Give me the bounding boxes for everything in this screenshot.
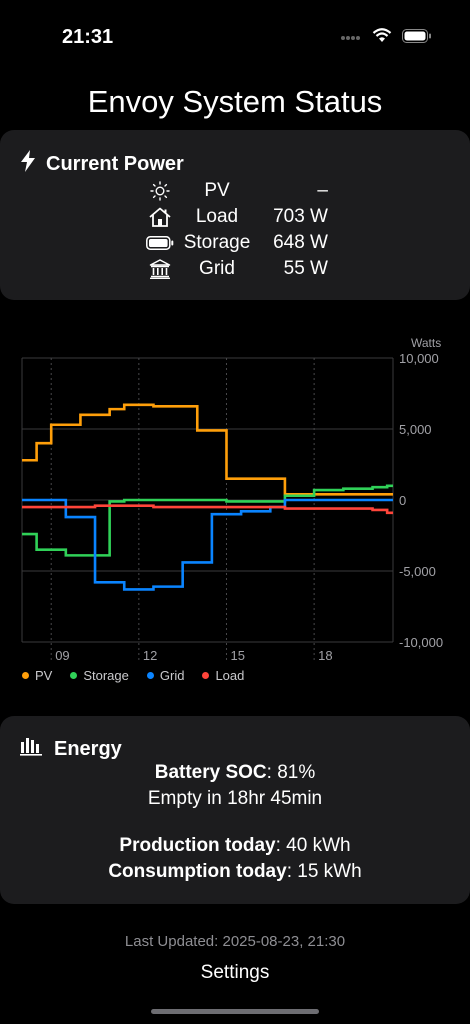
consumption-value: : 15 kWh bbox=[286, 861, 362, 882]
x-tick-label: 12 bbox=[143, 648, 157, 660]
power-row-load: Load 703 W bbox=[144, 204, 344, 230]
production-today: Production today: 40 kWh bbox=[0, 835, 470, 857]
power-value-load: 703 W bbox=[273, 206, 328, 227]
power-value-pv: – bbox=[317, 180, 328, 201]
y-tick-label: 5,000 bbox=[399, 422, 432, 437]
consumption-today: Consumption today: 15 kWh bbox=[0, 861, 470, 883]
legend-dot-load bbox=[202, 672, 210, 679]
sun-icon bbox=[144, 181, 176, 201]
building-columns-icon bbox=[144, 259, 176, 279]
battery-soc-value: : 81% bbox=[266, 762, 316, 783]
power-row-grid: Grid 55 W bbox=[144, 256, 344, 282]
energy-heading: Energy bbox=[54, 737, 122, 760]
legend-dot-storage bbox=[70, 672, 78, 679]
legend-item-pv: PV bbox=[22, 668, 52, 683]
series-line-load bbox=[22, 504, 393, 515]
y-tick-label: 0 bbox=[399, 493, 406, 508]
status-icons bbox=[340, 28, 432, 48]
house-icon bbox=[144, 207, 176, 227]
last-updated: Last Updated: 2025-08-23, 21:30 bbox=[124, 933, 346, 950]
y-tick-label: 10,000 bbox=[399, 351, 439, 366]
series-line-storage bbox=[22, 484, 393, 557]
y-tick-label: -5,000 bbox=[399, 564, 436, 579]
chart-legend: PV Storage Grid Load bbox=[22, 668, 244, 683]
power-chart[interactable]: 10,000 5,000 0 -5,000 -10,000 Watts 09 12 15 18 P… bbox=[0, 330, 470, 700]
legend-label-load: Load bbox=[215, 668, 245, 683]
chart-bar-icon bbox=[20, 736, 44, 762]
power-row-pv: PV – bbox=[144, 178, 344, 204]
battery-icon bbox=[144, 236, 176, 250]
legend-item-load: Load bbox=[202, 668, 244, 683]
power-label-storage: Storage bbox=[183, 232, 251, 253]
legend-item-storage: Storage bbox=[70, 668, 129, 683]
cellular-signal-icon bbox=[340, 29, 362, 47]
energy-header: Energy bbox=[20, 736, 122, 762]
battery-status-icon bbox=[402, 28, 432, 48]
legend-dot-grid bbox=[146, 672, 154, 679]
series-line-pv bbox=[22, 403, 393, 496]
legend-dot-pv bbox=[22, 672, 29, 679]
current-power-card: Current Power PV – Load 703 W Storage 64… bbox=[0, 130, 470, 300]
page-title: Envoy System Status bbox=[87, 84, 383, 119]
series-line-grid bbox=[22, 498, 393, 591]
power-value-grid: 55 W bbox=[283, 258, 328, 279]
empty-in: Empty in 18hr 45min bbox=[147, 788, 323, 809]
y-tick-label: -10,000 bbox=[399, 635, 443, 650]
power-row-storage: Storage 648 W bbox=[144, 230, 344, 256]
status-time: 21:31 bbox=[62, 26, 114, 48]
y-axis-label: Watts bbox=[411, 336, 441, 350]
power-label-pv: PV bbox=[204, 180, 230, 201]
legend-label-grid: Grid bbox=[159, 668, 185, 683]
status-bar: 21:31 bbox=[0, 0, 470, 70]
power-table: PV – Load 703 W Storage 648 W Grid 55 W bbox=[144, 178, 344, 282]
power-label-load: Load bbox=[195, 206, 239, 227]
legend-item-grid: Grid bbox=[146, 668, 185, 683]
home-indicator bbox=[151, 1009, 319, 1014]
settings-button[interactable]: Settings bbox=[200, 962, 270, 983]
battery-soc: Battery SOC: 81% bbox=[0, 762, 470, 784]
wifi-icon bbox=[372, 28, 392, 48]
x-tick-label: 18 bbox=[318, 648, 332, 660]
battery-soc-label: Battery SOC bbox=[154, 762, 267, 783]
production-label: Production today bbox=[119, 835, 276, 856]
current-power-heading: Current Power bbox=[46, 152, 184, 175]
bolt-icon bbox=[20, 150, 36, 178]
current-power-header: Current Power bbox=[20, 150, 184, 178]
legend-label-storage: Storage bbox=[83, 668, 129, 683]
consumption-label: Consumption today bbox=[108, 861, 287, 882]
production-value: : 40 kWh bbox=[275, 835, 351, 856]
x-tick-label: 15 bbox=[230, 648, 244, 660]
power-chart-svg: 10,000 5,000 0 -5,000 -10,000 Watts 09 12 15 18 bbox=[21, 336, 443, 663]
power-label-grid: Grid bbox=[199, 258, 235, 279]
legend-label-pv: PV bbox=[35, 668, 53, 683]
x-tick-label: 09 bbox=[55, 648, 69, 660]
power-value-storage: 648 W bbox=[273, 232, 328, 253]
energy-card: Energy Battery SOC: 81% Empty in 18hr 45… bbox=[0, 716, 470, 904]
